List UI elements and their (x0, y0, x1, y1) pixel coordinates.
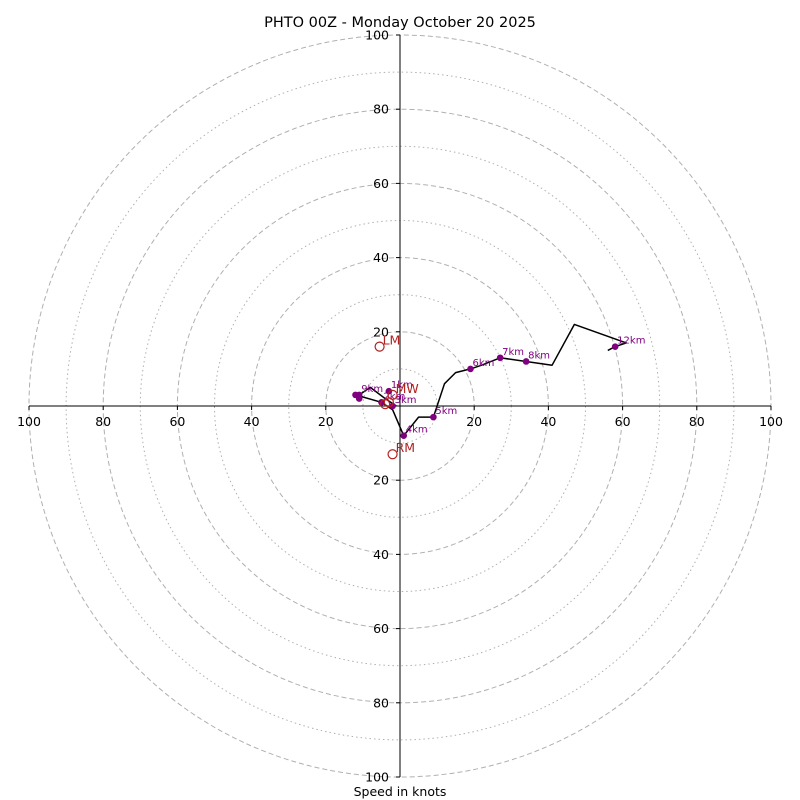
x-tick-label: 80 (95, 414, 111, 429)
height-marker-dot (389, 402, 396, 410)
height-marker-label: 3km (395, 395, 417, 406)
storm-motion-label: LM (383, 333, 401, 348)
tick-labels: 20 20 20 20 40 40 40 40 60 60 60 60 80 80 80 80 100 100 10… (17, 28, 783, 785)
height-marker-label: 8km (528, 350, 550, 361)
y-tick-label: 60 (373, 176, 389, 191)
height-marker-dot (496, 354, 504, 362)
y-tick-label: 60 (373, 621, 389, 636)
height-marker-label: 1km (391, 380, 413, 391)
storm-motion-markers: LM MW RM (374, 333, 419, 460)
storm-motion-marker (383, 397, 394, 408)
height-marker-dot (400, 432, 408, 439)
height-marker-label: 12km (617, 336, 645, 347)
y-tick-label: 20 (373, 473, 389, 488)
x-axis-label: Speed in knots (354, 784, 447, 799)
chart-title: PHTO 00Z - Monday October 20 2025 (264, 15, 536, 31)
height-marker-dot (611, 343, 619, 350)
storm-motion-label: RM (396, 440, 415, 455)
x-tick-label: 80 (689, 414, 705, 429)
storm-motion-marker (387, 449, 398, 460)
y-tick-label: 40 (373, 547, 389, 562)
height-marker-dot (355, 395, 363, 402)
height-marker-label: 9km (361, 384, 383, 395)
y-tick-label: 80 (373, 102, 389, 117)
height-marker-label: 5km (435, 406, 457, 417)
x-tick-label: 60 (615, 414, 631, 429)
x-tick-label: 20 (466, 414, 482, 429)
y-tick-label: 20 (373, 324, 389, 339)
axes (29, 35, 771, 777)
storm-motion-label: MW (396, 381, 419, 396)
x-tick-label: 40 (540, 414, 556, 429)
x-tick-label: 20 (318, 414, 334, 429)
y-tick-label: 40 (373, 250, 389, 265)
height-marker-dot (467, 365, 474, 373)
y-tick-label: 100 (365, 28, 389, 43)
x-tick-label: 100 (759, 414, 783, 429)
height-marker-label: 2km (383, 391, 405, 402)
x-tick-label: 40 (244, 414, 260, 429)
y-tick-label: 100 (365, 770, 389, 785)
height-marker-dot (522, 358, 530, 365)
x-tick-label: 60 (169, 414, 185, 429)
x-tick-label: 100 (17, 414, 41, 429)
height-marker-dot (430, 413, 437, 421)
height-marker-label: 6km (472, 358, 494, 369)
y-tick-label: 80 (373, 695, 389, 710)
storm-motion-marker (374, 341, 385, 352)
height-marker-label: 7km (502, 347, 524, 358)
height-marker-dot (385, 387, 393, 395)
height-marker-label: 4km (406, 425, 428, 436)
